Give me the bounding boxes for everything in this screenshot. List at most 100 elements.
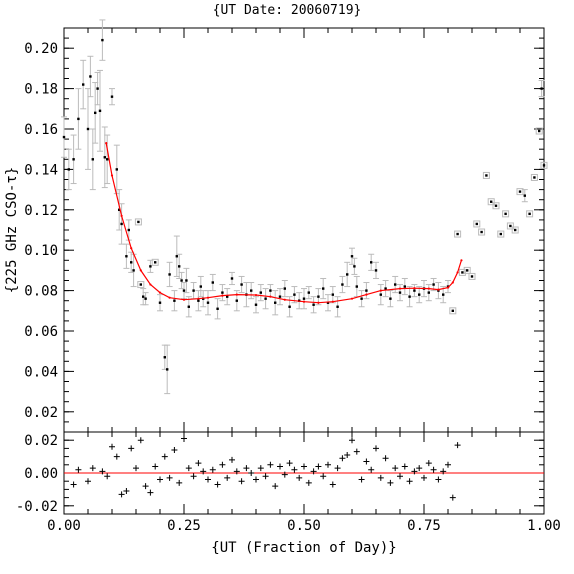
data-point <box>120 222 123 226</box>
residual-point <box>406 478 413 485</box>
residual-point <box>104 473 111 480</box>
residual-point <box>219 461 226 468</box>
data-point <box>355 285 358 288</box>
residual-plot: 0.02 0.00 -0.02 <box>16 433 544 515</box>
residual-y-tick-label: 0.00 <box>24 466 58 482</box>
data-point <box>494 204 498 207</box>
data-point <box>451 309 454 312</box>
residual-point <box>449 494 456 501</box>
residual-point <box>75 466 82 473</box>
data-point <box>173 299 176 302</box>
data-point <box>94 111 97 115</box>
residual-point <box>176 479 183 486</box>
residual-y-tick-label: -0.02 <box>16 499 58 515</box>
y-axis-title: {225 GHz CSO-τ} <box>4 167 20 293</box>
fit-point <box>427 287 430 290</box>
data-point <box>226 295 229 298</box>
residual-point <box>363 458 370 465</box>
fit-point <box>206 296 210 299</box>
residual-point <box>382 455 389 462</box>
y-tick-label: 0.04 <box>24 364 58 380</box>
residual-point <box>305 479 312 486</box>
error-box <box>473 220 481 228</box>
data-point <box>154 261 157 264</box>
residual-point <box>440 468 447 475</box>
fit-point <box>302 300 306 303</box>
data-point <box>432 283 435 286</box>
data-point <box>115 168 118 171</box>
fit-point <box>365 293 368 296</box>
data-point <box>540 87 543 90</box>
data-point <box>374 269 378 272</box>
data-point <box>322 287 325 290</box>
fit-point <box>350 297 354 300</box>
main-plot-frame <box>63 27 545 433</box>
data-point <box>514 228 517 232</box>
fit-point <box>120 214 123 217</box>
error-box <box>449 307 457 315</box>
data-point <box>240 283 243 286</box>
data-point <box>166 368 169 371</box>
residual-point <box>454 442 461 449</box>
chart-title: {UT Date: 20060719} <box>213 3 362 18</box>
fit-point <box>269 295 272 298</box>
error-box <box>492 202 500 210</box>
y-tick-label: 0.02 <box>24 405 58 421</box>
residual-point <box>224 474 231 481</box>
residual-point <box>358 476 365 483</box>
data-point <box>456 232 459 236</box>
residual-point <box>291 466 298 473</box>
data-point <box>389 297 392 300</box>
y-tick-label: 0.20 <box>24 41 58 57</box>
residual-point <box>70 481 77 488</box>
residual-point <box>310 468 317 475</box>
data-point <box>163 356 166 359</box>
data-point <box>110 95 114 98</box>
data-point <box>350 255 354 258</box>
residual-point <box>229 456 235 463</box>
residual-point <box>349 437 355 444</box>
residual-point <box>281 471 288 478</box>
data-point <box>72 158 75 161</box>
data-point <box>466 269 469 272</box>
error-box <box>535 127 543 135</box>
residual-point <box>411 468 418 475</box>
residual-point <box>301 463 307 470</box>
residual-point <box>445 461 451 468</box>
fit-point <box>158 291 162 294</box>
data-point <box>413 289 416 292</box>
fit-point <box>331 300 334 303</box>
data-point <box>269 289 272 292</box>
data-point <box>490 200 493 203</box>
data-point <box>278 295 282 298</box>
data-point <box>144 297 147 300</box>
data-point <box>98 109 102 113</box>
data-point <box>346 273 349 276</box>
data-point <box>127 228 130 232</box>
data-point <box>175 255 178 258</box>
residual-point <box>233 468 240 475</box>
data-point <box>187 305 190 308</box>
residual-point <box>253 476 259 483</box>
data-point <box>199 285 202 288</box>
error-box <box>478 228 486 236</box>
x-axis: 0.00 0.25 0.50 0.75 1.00 <box>47 28 561 534</box>
data-point <box>158 301 162 304</box>
residual-point <box>157 476 163 483</box>
data-point <box>274 301 277 304</box>
error-box <box>463 266 471 274</box>
fit-point <box>139 269 142 272</box>
data-point <box>192 289 195 292</box>
residual-point <box>430 466 437 473</box>
data-point <box>504 212 507 216</box>
data-point <box>480 230 483 234</box>
error-box <box>540 161 548 169</box>
residual-point <box>123 488 130 495</box>
data-point <box>370 261 373 264</box>
residual-point <box>267 461 274 468</box>
residual-point <box>315 463 322 470</box>
fit-point <box>149 283 152 286</box>
residual-point <box>435 476 442 483</box>
data-point <box>250 289 253 292</box>
data-point <box>139 283 142 286</box>
